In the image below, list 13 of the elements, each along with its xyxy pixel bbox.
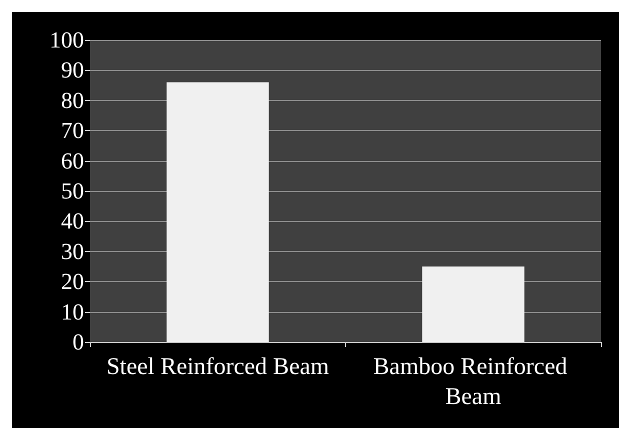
y-tick-label: 90 [61,58,84,83]
y-tick-label: 10 [61,299,84,324]
y-tick-label: 70 [61,118,84,144]
y-tick-label: 60 [61,148,84,174]
y-tick-label: 0 [72,330,84,354]
y-tick-label: 20 [61,269,84,294]
y-tick-label: 50 [61,178,84,204]
y-tick-label: 80 [61,88,84,113]
y-tick-label: 100 [50,28,84,52]
x-tick-label: Steel Reinforced Beam [106,354,330,380]
x-tick-label: Bamboo Reinforced Beam [373,354,574,410]
y-tick-label: 40 [61,208,84,234]
y-tick-label: 30 [61,238,84,264]
